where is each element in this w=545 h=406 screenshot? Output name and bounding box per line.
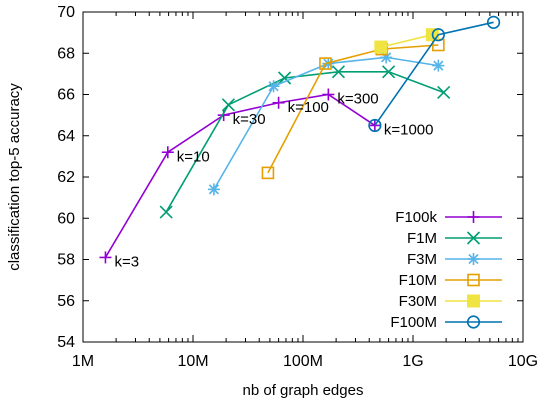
y-tick-label: 64 bbox=[57, 128, 75, 145]
y-tick-label: 54 bbox=[57, 334, 75, 351]
y-tick-label: 70 bbox=[57, 4, 75, 21]
data-point-f100m bbox=[368, 118, 382, 133]
y-tick-label: 58 bbox=[57, 252, 75, 269]
legend-label: F100M bbox=[390, 314, 437, 331]
data-point-f30m bbox=[374, 40, 388, 54]
legend: F100k F1M F3M F10M F30M F100M bbox=[390, 209, 502, 331]
series-f1m bbox=[159, 65, 451, 219]
legend-swatch-marker bbox=[466, 315, 481, 329]
legend-item-f1m: F1M bbox=[407, 230, 502, 247]
legend-item-f30m: F30M bbox=[399, 293, 502, 310]
annotation-label: k=30 bbox=[233, 111, 266, 128]
data-point-f1m bbox=[331, 65, 346, 79]
data-point-f3m bbox=[432, 59, 445, 72]
series-line-f1m bbox=[165, 71, 444, 213]
series-line-f30m bbox=[380, 33, 433, 48]
legend-swatch-marker bbox=[467, 273, 480, 287]
series-f100m bbox=[368, 15, 501, 133]
data-point-f10m bbox=[261, 166, 275, 180]
y-tick-label: 66 bbox=[57, 87, 75, 104]
annotation-label: k=300 bbox=[337, 91, 378, 108]
y-tick-label: 68 bbox=[57, 45, 75, 62]
data-point-f3m bbox=[207, 183, 220, 196]
data-point-f1m bbox=[437, 85, 451, 100]
annotations: k=3 k=10 k=30 k=100 k=300 k=1000 bbox=[114, 91, 433, 271]
x-tick-label: 10G bbox=[508, 353, 538, 370]
data-point-f100m bbox=[486, 15, 501, 29]
legend-swatch-marker bbox=[466, 231, 481, 245]
legend-swatch-marker bbox=[467, 294, 480, 308]
legend-item-f100m: F100M bbox=[390, 314, 502, 331]
axes: 54 56 58 60 62 64 66 68 70 1M 10M 100M 1G 10G bbox=[57, 4, 538, 370]
legend-label: F30M bbox=[399, 293, 437, 310]
legend-item-f100k: F100k bbox=[395, 209, 502, 226]
x-tick-label: 10M bbox=[177, 353, 208, 370]
x-tick-label: 1M bbox=[72, 353, 94, 370]
y-axis-label: classification top-5 accuracy bbox=[6, 83, 23, 271]
data-point-f1m bbox=[221, 98, 236, 112]
data-point-f1m bbox=[159, 205, 173, 219]
legend-swatch-marker bbox=[467, 253, 480, 265]
data-point-f1m bbox=[382, 65, 396, 79]
series-line-f100m bbox=[374, 21, 494, 126]
series-layer bbox=[99, 15, 501, 264]
plot-frame bbox=[82, 11, 524, 343]
series-line-f10m bbox=[267, 44, 439, 174]
legend-item-f3m: F3M bbox=[407, 251, 502, 268]
legend-label: F1M bbox=[407, 230, 437, 247]
annotation-label: k=3 bbox=[114, 253, 139, 270]
y-tick-label: 60 bbox=[57, 210, 75, 227]
data-point-f100k bbox=[161, 146, 174, 159]
data-point-f3m bbox=[267, 80, 280, 93]
x-tick-label: 100M bbox=[283, 353, 323, 370]
y-tick-label: 62 bbox=[57, 169, 75, 186]
annotation-label: k=1000 bbox=[384, 121, 434, 138]
data-point-f100k bbox=[217, 109, 230, 122]
series-line-f100k bbox=[104, 93, 376, 258]
data-point-f100m bbox=[431, 28, 445, 42]
legend-swatch-marker bbox=[467, 211, 480, 223]
legend-label: F3M bbox=[407, 251, 437, 268]
x-axis-label: nb of graph edges bbox=[243, 382, 364, 399]
data-point-f100k bbox=[272, 96, 285, 109]
legend-label: F100k bbox=[395, 209, 437, 226]
data-point-f1m bbox=[278, 71, 292, 85]
data-point-f100k bbox=[99, 251, 112, 264]
legend-item-f10m: F10M bbox=[399, 272, 502, 289]
data-point-f100k bbox=[322, 88, 335, 101]
y-tick-label: 56 bbox=[57, 293, 75, 310]
annotation-label: k=100 bbox=[288, 99, 329, 116]
legend-label: F10M bbox=[399, 272, 437, 289]
data-point-f10m bbox=[319, 57, 332, 70]
x-tick-label: 1G bbox=[402, 353, 423, 370]
annotation-label: k=10 bbox=[177, 148, 210, 165]
